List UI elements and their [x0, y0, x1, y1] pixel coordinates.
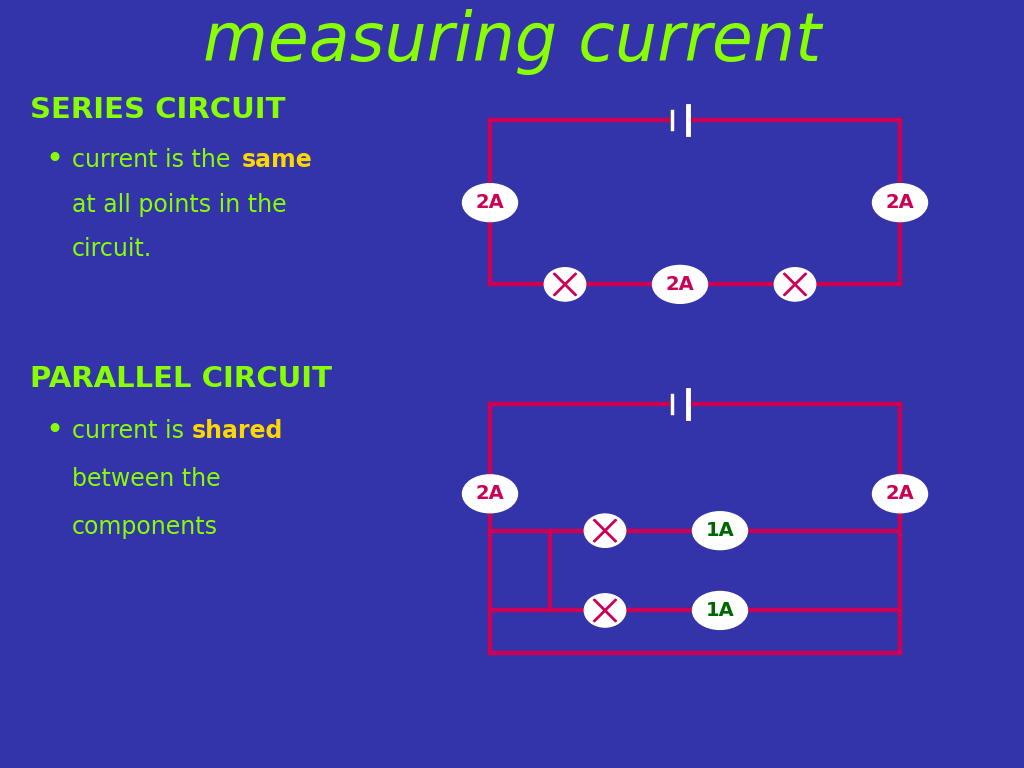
Ellipse shape	[692, 511, 748, 550]
Ellipse shape	[463, 184, 517, 222]
Ellipse shape	[692, 591, 748, 630]
Ellipse shape	[775, 269, 815, 300]
Ellipse shape	[872, 184, 928, 222]
Text: •: •	[45, 145, 63, 174]
Text: current is: current is	[72, 419, 191, 443]
Ellipse shape	[463, 475, 517, 513]
Text: PARALLEL CIRCUIT: PARALLEL CIRCUIT	[30, 365, 332, 393]
Text: current is the: current is the	[72, 147, 238, 172]
Text: shared: shared	[193, 419, 284, 443]
Ellipse shape	[652, 266, 708, 303]
Text: between the: between the	[72, 467, 220, 491]
Text: 2A: 2A	[886, 193, 914, 212]
Text: components: components	[72, 515, 218, 538]
Text: 1A: 1A	[706, 521, 734, 540]
Text: measuring current: measuring current	[203, 9, 821, 75]
Ellipse shape	[545, 269, 585, 300]
Text: at all points in the: at all points in the	[72, 193, 287, 217]
Text: SERIES CIRCUIT: SERIES CIRCUIT	[30, 96, 286, 124]
Text: 1A: 1A	[706, 601, 734, 620]
Text: •: •	[45, 416, 63, 445]
Text: 2A: 2A	[475, 485, 505, 503]
Text: circuit.: circuit.	[72, 237, 153, 261]
Text: 2A: 2A	[666, 275, 694, 294]
Text: 2A: 2A	[886, 485, 914, 503]
Text: 2A: 2A	[475, 193, 505, 212]
Ellipse shape	[585, 594, 625, 627]
Text: same: same	[242, 147, 312, 172]
Ellipse shape	[872, 475, 928, 513]
Ellipse shape	[585, 515, 625, 547]
